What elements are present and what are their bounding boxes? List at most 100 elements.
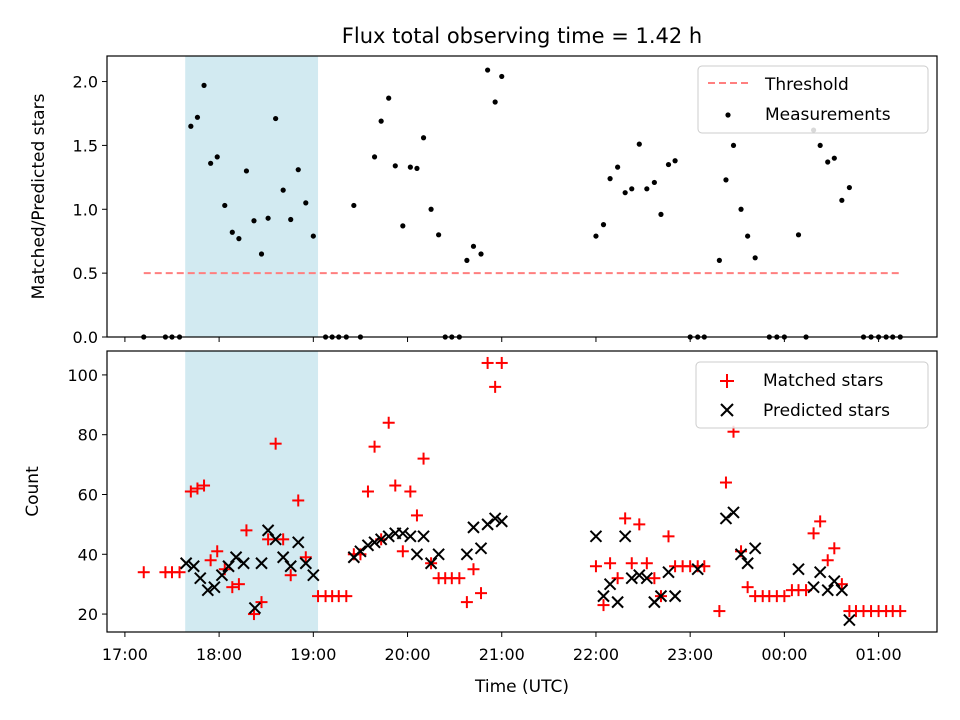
matched-star-marker xyxy=(467,563,480,576)
measurement-point xyxy=(795,232,802,238)
predicted-star-marker xyxy=(807,580,820,594)
y-tick-label: 0.5 xyxy=(73,264,98,283)
count-panel: 20 40 60 80 100 17:00 18:00 19:00 20:00 21:00 22:… xyxy=(23,350,938,697)
predicted-star-marker xyxy=(691,563,704,576)
matched-star-marker xyxy=(382,416,395,429)
predicted-star-marker xyxy=(727,506,740,519)
measurement-point xyxy=(194,114,201,120)
matched-star-marker xyxy=(137,566,150,579)
y-tick-label: 20 xyxy=(78,605,98,624)
predicted-star-marker xyxy=(368,536,381,549)
legend-measurements-label: Measurements xyxy=(765,105,891,125)
predicted-star-marker xyxy=(603,577,617,591)
matched-star-marker xyxy=(368,440,381,453)
x-tick-label: 01:00 xyxy=(856,645,902,664)
matched-star-marker xyxy=(361,485,374,498)
matched-star-marker xyxy=(597,599,610,612)
predicted-star-marker xyxy=(474,542,488,555)
predicted-star-marker xyxy=(625,571,638,585)
matched-star-marker xyxy=(807,527,820,540)
x-tick-label: 19:00 xyxy=(290,645,336,664)
predicted-star-marker xyxy=(284,560,297,573)
measurement-point xyxy=(672,158,678,164)
measurement-point xyxy=(351,202,357,209)
observing-window-shade-bottom xyxy=(185,351,319,632)
x-tick-label: 23:00 xyxy=(667,645,713,664)
predicted-star-marker xyxy=(248,601,262,615)
measurement-point xyxy=(839,197,845,203)
measurement-point xyxy=(716,257,722,263)
predicted-star-marker xyxy=(813,566,827,579)
matched-star-marker xyxy=(198,479,211,492)
measurement-point xyxy=(745,233,751,239)
y-tick-label: 0.0 xyxy=(73,328,98,347)
measurement-point xyxy=(636,141,642,147)
matched-star-marker xyxy=(191,482,204,495)
ratio-panel: 0.00.51.01.52.0 Matched/Predicted stars … xyxy=(29,55,938,347)
x-tick-label: 22:00 xyxy=(573,645,619,664)
predicted-star-marker xyxy=(611,595,624,609)
count-legend-box xyxy=(695,361,929,429)
measurement-point xyxy=(593,233,599,239)
predicted-star-marker xyxy=(417,530,430,543)
matched-star-marker xyxy=(404,485,417,498)
ratio-legend-box xyxy=(697,65,929,134)
measurement-point xyxy=(644,186,650,192)
predicted-star-marker xyxy=(828,574,841,588)
measurement-point xyxy=(470,243,477,249)
measurement-point xyxy=(392,163,398,169)
legend-predicted-label: Predicted stars xyxy=(763,401,890,421)
measurement-point xyxy=(436,232,442,238)
matched-star-marker xyxy=(240,524,253,537)
measurement-point xyxy=(371,154,378,160)
predicted-star-marker xyxy=(222,560,235,573)
matched-star-marker xyxy=(619,512,632,525)
matched-star-marker xyxy=(277,533,290,546)
predicted-star-marker xyxy=(261,524,275,537)
measurement-point xyxy=(499,73,505,80)
x-tick-label: 00:00 xyxy=(761,645,807,664)
predicted-star-marker xyxy=(640,571,654,585)
y-tick-label: 60 xyxy=(78,485,98,504)
predicted-star-marker xyxy=(589,530,603,543)
measurement-point xyxy=(414,165,420,171)
predicted-star-marker xyxy=(201,583,215,597)
matched-star-marker xyxy=(284,569,297,582)
x-tick-label: 20:00 xyxy=(384,645,430,664)
predicted-star-marker xyxy=(307,568,320,582)
measurement-point xyxy=(825,159,831,165)
ratio-x-ticks xyxy=(124,337,880,342)
matched-star-marker xyxy=(232,578,245,591)
observing-window-shade-top xyxy=(185,56,319,337)
measurement-point xyxy=(846,184,852,191)
legend-threshold-label: Threshold xyxy=(764,75,849,95)
y-tick-label: 80 xyxy=(78,426,98,445)
predicted-star-marker xyxy=(382,530,395,543)
predicted-star-marker xyxy=(179,557,193,570)
matched-star-marker xyxy=(495,356,508,369)
count-x-ticks: 17:00 18:00 19:00 20:00 21:00 22:00 23:00 00:00… xyxy=(102,632,902,664)
measurement-point xyxy=(265,215,271,221)
matched-star-marker xyxy=(741,581,754,594)
matched-star-marker xyxy=(475,587,488,600)
measurement-point xyxy=(273,115,279,122)
predicted-star-marker xyxy=(299,557,312,570)
predicted-star-marker xyxy=(374,533,388,546)
predicted-star-marker xyxy=(662,566,675,579)
predicted-star-marker xyxy=(668,589,682,603)
measurement-point xyxy=(622,190,628,196)
measurement-point xyxy=(464,257,470,263)
predicted-star-marker xyxy=(467,521,480,534)
predicted-star-marker xyxy=(404,530,417,543)
predicted-star-markers xyxy=(179,506,856,627)
predicted-star-marker xyxy=(269,533,282,546)
matched-star-marker xyxy=(821,554,834,567)
predicted-star-marker xyxy=(194,571,207,585)
predicted-star-marker xyxy=(208,580,221,594)
predicted-star-marker xyxy=(741,557,754,570)
measurement-point xyxy=(658,211,664,217)
x-axis-label: Time (UTC) xyxy=(474,677,569,697)
predicted-star-marker xyxy=(229,551,243,564)
ratio-legend: Threshold Measurements xyxy=(697,65,929,134)
matched-star-marker xyxy=(589,560,602,573)
